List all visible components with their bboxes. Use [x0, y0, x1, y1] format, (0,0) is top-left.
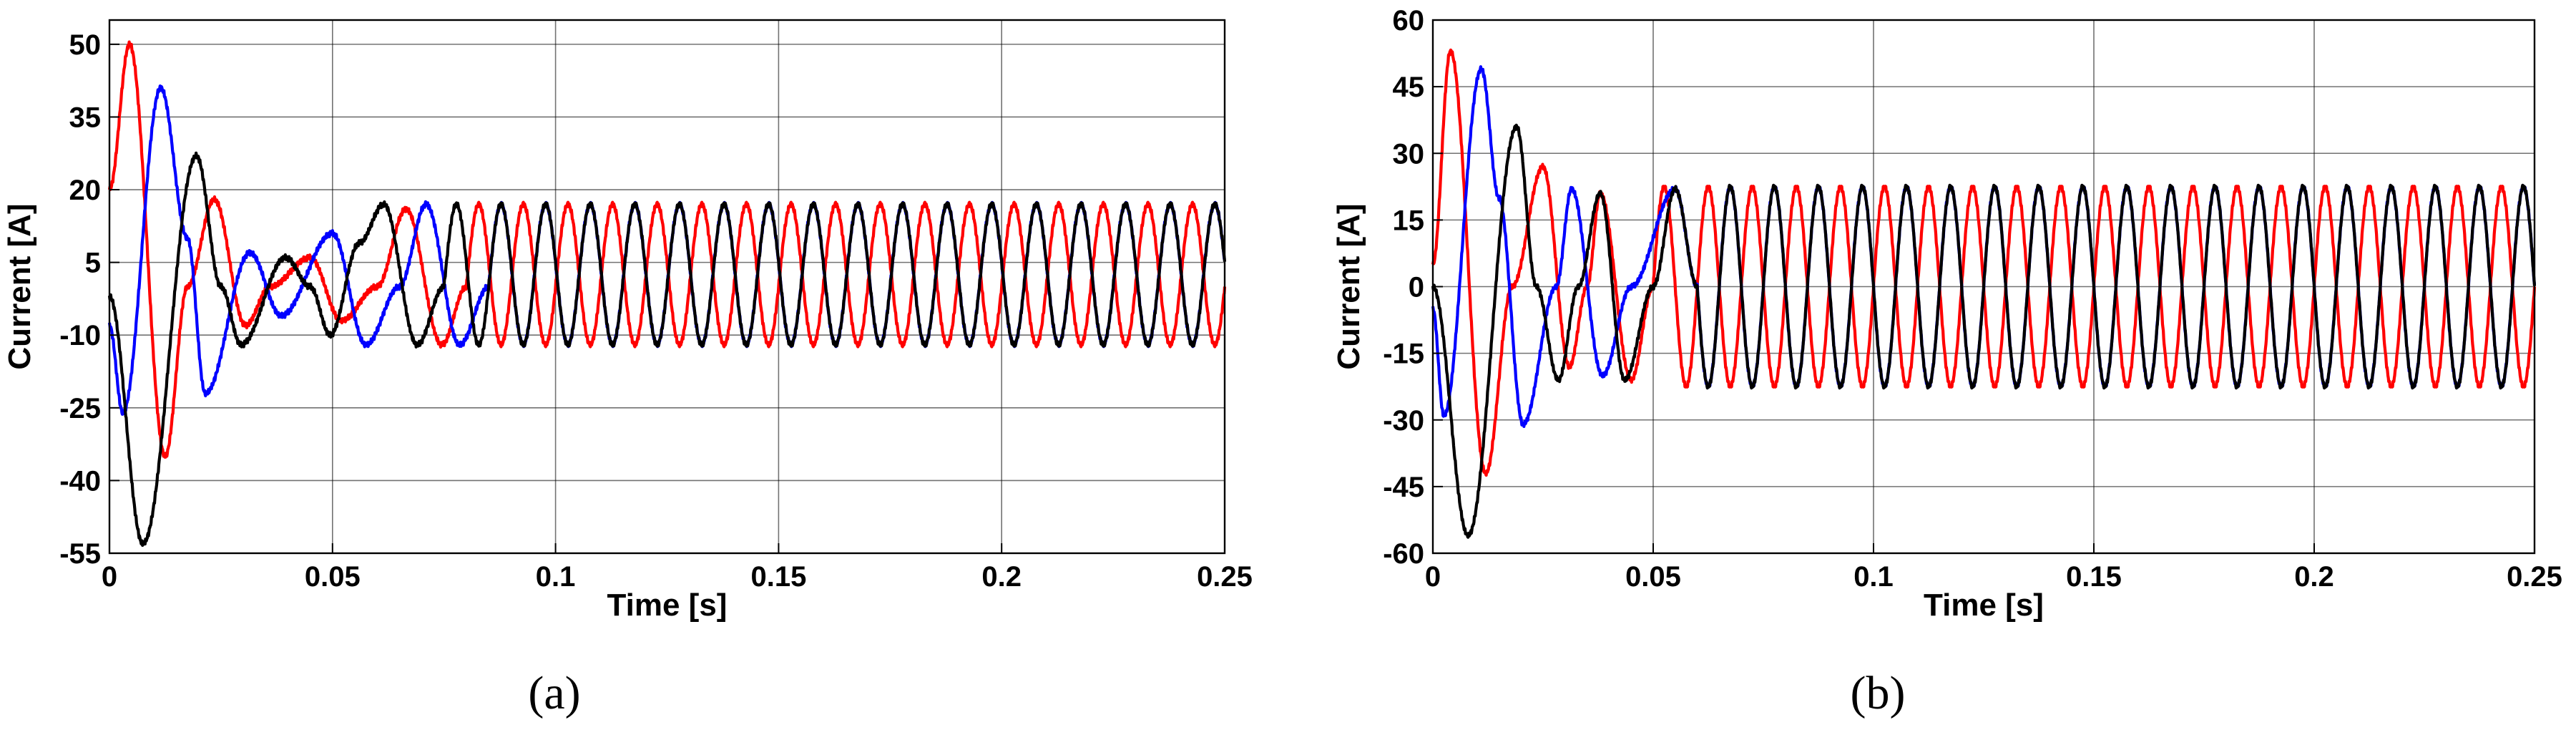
y-axis-label: Current [A] — [2, 203, 37, 369]
x-tick-label: 0.05 — [1625, 561, 1681, 593]
y-tick-label: 60 — [1393, 5, 1425, 36]
y-tick-label: -30 — [1383, 405, 1424, 437]
y-tick-label: 50 — [69, 29, 102, 61]
x-axis-label: Time [s] — [1924, 588, 2044, 623]
y-tick-label: 20 — [69, 175, 102, 206]
y-tick-label: 5 — [85, 248, 101, 279]
x-tick-label: 0.15 — [2066, 561, 2122, 593]
y-axis-label: Current [A] — [1331, 203, 1366, 369]
y-tick-label: -15 — [1383, 339, 1424, 370]
panel-caption: (a) — [528, 667, 580, 719]
x-tick-label: 0.25 — [2507, 561, 2562, 593]
y-tick-label: -10 — [59, 320, 101, 351]
x-tick-label: 0.2 — [2294, 561, 2334, 593]
y-tick-label: 30 — [1393, 138, 1425, 170]
y-tick-label: -55 — [59, 538, 101, 570]
series-line-1 — [107, 40, 1227, 459]
y-tick-label: -45 — [1383, 472, 1424, 503]
series-line-2 — [1431, 65, 2537, 428]
x-tick-label: 0 — [102, 561, 117, 593]
series-line-1 — [1431, 48, 2537, 477]
x-tick-label: 0.05 — [305, 561, 361, 593]
y-tick-label: -40 — [59, 465, 101, 497]
series-line-3 — [107, 151, 1227, 548]
x-tick-label: 0.2 — [981, 561, 1022, 593]
x-tick-label: 0.15 — [750, 561, 806, 593]
plot-frame — [108, 19, 1226, 555]
y-tick-label: -25 — [59, 393, 101, 424]
y-tick-label: 35 — [69, 102, 102, 133]
x-axis-label: Time [s] — [607, 588, 728, 623]
y-tick-label: -60 — [1383, 538, 1424, 570]
y-tick-label: 45 — [1393, 72, 1425, 103]
series-line-3 — [1431, 123, 2537, 539]
chart-b: 0 0.05 0.1 0.15 0.2 0.25 60 45 30 15 0 -15 -30 -45 -60… — [1331, 5, 2562, 719]
y-tick-label: 15 — [1393, 205, 1425, 236]
x-tick-label: 0.1 — [536, 561, 576, 593]
x-tick-label: 0.1 — [1853, 561, 1894, 593]
x-tick-label: 0.25 — [1197, 561, 1253, 593]
y-tick-label: 0 — [1409, 272, 1424, 303]
chart-a: 0 0.05 0.1 0.15 0.2 0.25 50 35 20 5 -10 -25 -40 -55 Ti… — [2, 19, 1253, 719]
x-tick-label: 0 — [1425, 561, 1441, 593]
panel-caption: (b) — [1851, 667, 1906, 719]
